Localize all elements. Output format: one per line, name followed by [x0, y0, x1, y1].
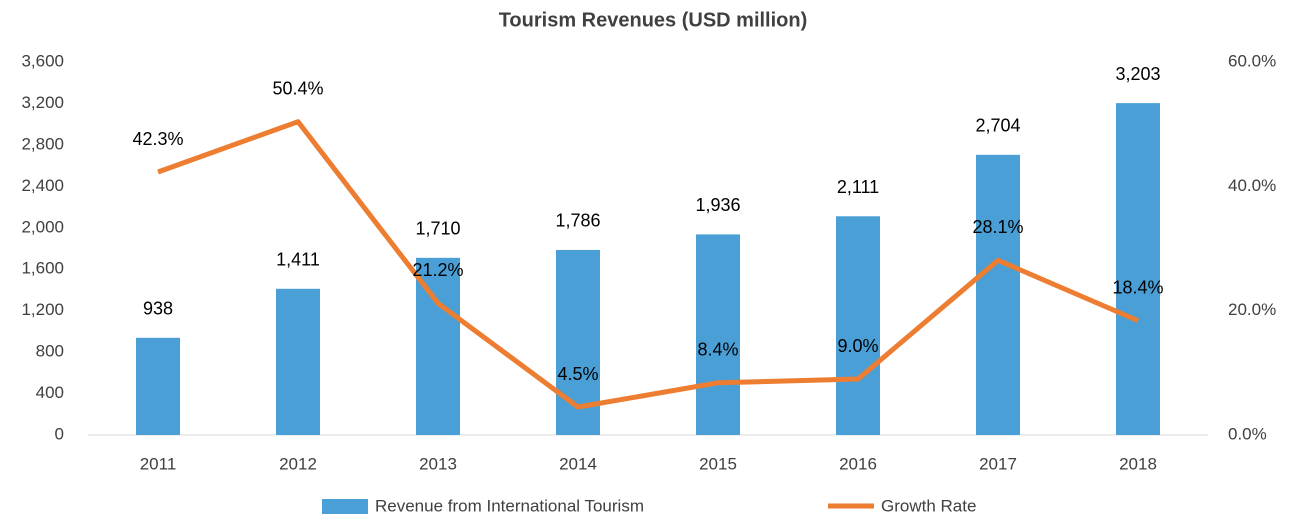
legend-swatch	[322, 499, 368, 514]
x-tick-label: 2011	[140, 454, 177, 473]
y-tick-label: 800	[36, 342, 64, 361]
x-tick-label: 2014	[559, 454, 597, 473]
data-label: 2,704	[975, 116, 1020, 136]
line	[157, 119, 1139, 410]
x-tick-label: 2018	[1119, 454, 1157, 473]
x-tick-label: 2017	[979, 454, 1017, 473]
legend-label: Revenue from International Tourism	[375, 496, 644, 515]
y-tick-label: 400	[36, 383, 64, 402]
y-tick-label: 2,800	[21, 134, 64, 153]
bar	[976, 154, 1020, 435]
y2-tick-label: 0.0%	[1228, 424, 1267, 443]
data-label: 1,786	[555, 211, 600, 231]
data-label: 28.1%	[972, 217, 1023, 237]
y-tick-label: 0	[55, 424, 64, 443]
y-tick-label: 1,200	[21, 300, 64, 319]
data-label: 2,111	[837, 177, 879, 197]
chart-title: Tourism Revenues (USD million)	[499, 9, 808, 31]
data-label: 50.4%	[272, 78, 323, 98]
data-label: 21.2%	[412, 260, 463, 280]
bar	[276, 288, 320, 435]
x-tick-label: 2016	[839, 454, 877, 473]
y-tick-label: 1,600	[21, 259, 64, 278]
x-tick-label: 2012	[279, 454, 317, 473]
data-label: 42.3%	[132, 129, 183, 149]
bar	[1116, 103, 1160, 436]
data-label: 938	[143, 299, 173, 319]
data-label: 8.4%	[697, 340, 738, 360]
bar	[836, 216, 880, 435]
y2-tick-label: 40.0%	[1228, 176, 1276, 195]
y2-tick-label: 60.0%	[1228, 51, 1276, 70]
bar	[696, 234, 740, 435]
bar	[136, 337, 180, 435]
data-label: 1,936	[695, 195, 740, 215]
data-label: 3,203	[1115, 64, 1160, 84]
y-tick-label: 2,000	[21, 217, 64, 236]
data-label: 9.0%	[837, 336, 878, 356]
y2-tick-label: 20.0%	[1228, 300, 1276, 319]
data-label: 1,411	[276, 250, 320, 270]
data-label: 18.4%	[1112, 277, 1163, 297]
y-tick-label: 3,200	[21, 93, 64, 112]
data-label: 1,710	[415, 219, 460, 239]
y-tick-label: 3,600	[21, 51, 64, 70]
x-tick-label: 2013	[419, 454, 457, 473]
x-tick-label: 2015	[699, 454, 737, 473]
data-label: 4.5%	[557, 364, 598, 384]
legend-label: Growth Rate	[881, 496, 976, 515]
y-tick-label: 2,400	[21, 176, 64, 195]
